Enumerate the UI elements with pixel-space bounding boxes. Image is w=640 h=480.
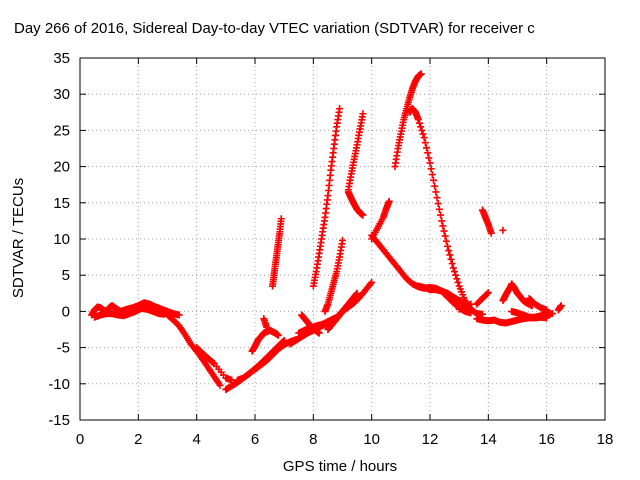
y-axis-label: SDTVAR / TECUs (10, 178, 27, 298)
data-point (557, 302, 565, 310)
data-point (442, 237, 450, 245)
y-tick-label: -10 (48, 376, 70, 393)
data-point (435, 205, 443, 213)
data-point (431, 182, 439, 190)
y-tick-label: 20 (53, 159, 70, 176)
x-axis-ticks: 0 2 4 6 8 10 12 14 16 18 (76, 58, 614, 448)
x-tick-label: 14 (480, 431, 497, 448)
data-point (385, 197, 393, 205)
x-tick-label: 2 (134, 431, 142, 448)
data-point (484, 289, 492, 297)
data-point (449, 264, 457, 272)
data-point (433, 194, 441, 202)
data-point (420, 134, 428, 142)
data-point (438, 217, 446, 225)
data-point (447, 255, 455, 263)
x-tick-label: 0 (76, 431, 84, 448)
data-point (315, 329, 323, 337)
data-point (467, 300, 475, 308)
data-point (416, 119, 423, 127)
y-tick-label: 25 (53, 122, 70, 139)
data-point (279, 338, 287, 346)
data-marks (88, 70, 565, 394)
data-point (448, 260, 456, 268)
data-point (549, 310, 556, 318)
y-tick-label: 5 (62, 267, 70, 284)
y-tick-label: 0 (62, 303, 70, 320)
y-tick-label: 15 (53, 195, 70, 212)
data-point (209, 359, 217, 367)
data-point (419, 130, 427, 138)
data-point (432, 188, 440, 196)
data-point (423, 144, 430, 152)
data-point (439, 222, 447, 230)
data-point (274, 331, 282, 339)
data-point (175, 311, 183, 319)
data-point (368, 278, 376, 286)
data-point (441, 232, 449, 240)
data-point (425, 154, 433, 162)
data-point (428, 171, 436, 179)
y-tick-label: 35 (53, 50, 70, 67)
data-point (444, 242, 451, 250)
y-axis-ticks: -15 -10 -5 0 5 10 15 20 25 30 35 (48, 50, 605, 429)
data-point (434, 200, 442, 208)
data-point (430, 176, 437, 184)
data-point (359, 110, 367, 118)
data-point (452, 271, 460, 279)
data-point (367, 280, 374, 288)
x-tick-label: 18 (597, 431, 614, 448)
data-point (339, 236, 346, 244)
data-point (446, 251, 454, 259)
data-point (454, 278, 462, 286)
x-tick-label: 4 (192, 431, 200, 448)
data-point (483, 290, 491, 298)
y-tick-label: 10 (53, 231, 70, 248)
data-point (437, 211, 444, 219)
data-point (424, 149, 432, 157)
data-point (427, 165, 435, 173)
data-point (353, 289, 361, 297)
data-point (216, 381, 224, 389)
x-tick-label: 8 (309, 431, 317, 448)
x-tick-label: 12 (422, 431, 439, 448)
data-point (440, 227, 448, 235)
x-tick-label: 6 (251, 431, 259, 448)
x-tick-label: 10 (363, 431, 380, 448)
data-point (336, 105, 344, 113)
data-point (453, 275, 461, 283)
data-point (277, 215, 285, 223)
data-point (263, 323, 271, 331)
y-tick-label: 30 (53, 86, 70, 103)
chart-title: Day 266 of 2016, Sidereal Day-to-day VTE… (14, 20, 535, 37)
data-point (499, 226, 507, 234)
data-point (445, 247, 453, 255)
data-point (359, 211, 367, 219)
data-point (451, 268, 458, 276)
data-point (543, 306, 551, 314)
data-point (280, 336, 288, 344)
data-point (426, 159, 434, 167)
x-tick-label: 16 (538, 431, 555, 448)
data-point (418, 126, 426, 134)
data-point (417, 70, 425, 78)
data-point (414, 116, 422, 124)
y-tick-label: -5 (57, 340, 70, 357)
y-tick-label: -15 (48, 412, 70, 429)
x-axis-label: GPS time / hours (283, 458, 397, 475)
data-point (487, 229, 495, 237)
data-point (421, 139, 429, 147)
data-point (417, 123, 425, 131)
